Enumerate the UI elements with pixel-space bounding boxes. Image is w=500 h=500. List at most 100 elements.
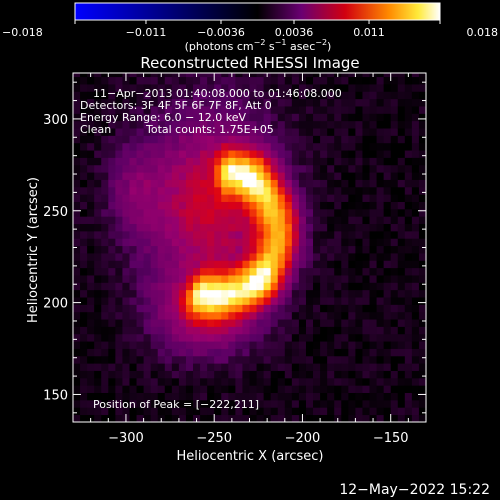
heatmap-cell (390, 341, 399, 349)
heatmap-cell (277, 135, 286, 144)
heatmap-cell (221, 238, 229, 247)
heatmap-cell (404, 238, 413, 247)
heatmap-cell (73, 150, 81, 158)
heatmap-cell (298, 91, 307, 100)
heatmap-cell (200, 223, 208, 232)
heatmap-cell (178, 399, 187, 408)
heatmap-cell (397, 84, 406, 92)
heatmap-cell (157, 120, 166, 129)
heatmap-cell (73, 363, 81, 371)
heatmap-cell (249, 319, 257, 327)
heatmap-cell (327, 238, 335, 247)
heatmap-cell (235, 377, 243, 386)
heatmap-cell (164, 113, 173, 122)
heatmap-cell (291, 370, 300, 379)
heatmap-cell (348, 73, 356, 78)
heatmap-cell (383, 385, 392, 394)
heatmap-cell (129, 311, 137, 320)
heatmap-cell (277, 377, 286, 386)
heatmap-cell (390, 260, 399, 269)
heatmap-cell (249, 106, 257, 114)
heatmap-cell (263, 289, 272, 298)
heatmap-cell (305, 377, 314, 386)
heatmap-cell (256, 142, 265, 151)
heatmap-cell (263, 128, 272, 136)
heatmap-cell (320, 84, 328, 92)
heatmap-cell (129, 399, 137, 408)
heatmap-cell (397, 238, 406, 247)
heatmap-cell (369, 311, 377, 320)
heatmap-cell (136, 157, 144, 166)
heatmap-cell (80, 106, 88, 114)
heatmap-cell (383, 186, 392, 195)
heatmap-cell (193, 267, 201, 276)
heatmap-cell (108, 341, 116, 349)
heatmap-cell (87, 186, 95, 195)
heatmap-cell (327, 377, 335, 386)
heatmap-cell (327, 407, 335, 416)
heatmap-cell (263, 186, 272, 195)
heatmap-cell (411, 260, 420, 269)
heatmap-cell (185, 157, 194, 166)
heatmap-cell (200, 341, 208, 349)
heatmap-cell (298, 319, 307, 327)
heatmap-cell (313, 275, 321, 283)
heatmap-cell (277, 113, 286, 122)
heatmap-cell (193, 370, 201, 379)
heatmap-cell (256, 399, 265, 408)
heatmap-cell (185, 355, 194, 364)
heatmap-cell (355, 73, 363, 78)
heatmap-cell (369, 120, 377, 129)
heatmap-cell (263, 216, 272, 225)
heatmap-cell (171, 407, 180, 416)
heatmap-cell (411, 73, 420, 78)
heatmap-cell (383, 84, 392, 92)
heatmap-cell (143, 297, 152, 305)
heatmap-cell (362, 128, 370, 136)
heatmap-cell (355, 98, 363, 107)
heatmap-cell (298, 341, 307, 349)
heatmap-cell (87, 370, 95, 379)
heatmap-cell (390, 326, 399, 335)
heatmap-cell (397, 333, 406, 342)
annotation-time-range: 11−Apr−2013 01:40:08.000 to 01:46:08.000 (93, 87, 342, 100)
heatmap-cell (270, 392, 279, 401)
heatmap-cell (214, 377, 222, 386)
heatmap-cell (221, 106, 229, 114)
heatmap-cell (73, 311, 81, 320)
heatmap-cell (200, 311, 208, 320)
heatmap-cell (362, 377, 370, 386)
heatmap-cell (334, 150, 342, 158)
heatmap-cell (221, 282, 229, 291)
heatmap-cell (108, 91, 116, 100)
heatmap-cell (171, 106, 180, 114)
heatmap-cell (256, 98, 265, 107)
heatmap-cell (235, 208, 243, 217)
heatmap-cell (418, 253, 426, 261)
heatmap-cell (193, 216, 201, 225)
heatmap-cell (369, 230, 377, 239)
heatmap-cell (200, 120, 208, 129)
heatmap-cell (80, 113, 88, 122)
heatmap-cell (108, 223, 116, 232)
heatmap-cell (108, 106, 116, 114)
heatmap-cell (320, 186, 328, 195)
heatmap-cell (164, 76, 173, 85)
heatmap-cell (320, 164, 328, 173)
heatmap-cell (327, 319, 335, 327)
heatmap-cell (115, 194, 123, 202)
heatmap-cell (80, 201, 88, 210)
heatmap-cell (108, 98, 116, 107)
heatmap-cell (178, 73, 187, 78)
heatmap-cell (284, 377, 293, 386)
heatmap-cell (383, 326, 392, 335)
heatmap-cell (193, 223, 201, 232)
heatmap-cell (291, 98, 300, 107)
heatmap-cell (320, 76, 328, 85)
heatmap-cell (207, 282, 215, 291)
heatmap-cell (397, 341, 406, 349)
heatmap-cell (277, 164, 286, 173)
heatmap-cell (418, 238, 426, 247)
heatmap-cell (228, 230, 236, 239)
heatmap-cell (397, 370, 406, 379)
